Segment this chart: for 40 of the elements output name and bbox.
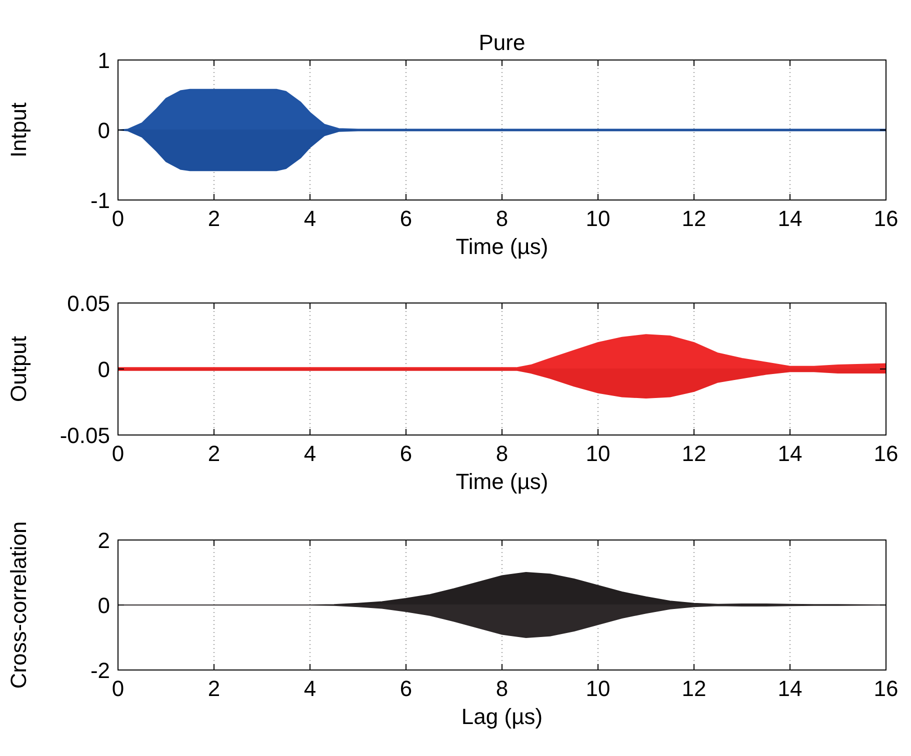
x-tick-label: 4	[304, 676, 316, 701]
x-tick-label: 16	[874, 676, 898, 701]
x-tick-label: 14	[778, 441, 802, 466]
y-tick-label: 1	[98, 48, 110, 73]
x-tick-label: 16	[874, 206, 898, 231]
y-axis-title: Output	[6, 336, 31, 402]
chart-title: Pure	[478, 30, 526, 55]
x-tick-label: 8	[496, 676, 508, 701]
x-axis-title: Time (µs)	[456, 469, 548, 494]
x-tick-label: 4	[304, 441, 316, 466]
x-tick-label: 8	[496, 441, 508, 466]
x-axis-title: Time (µs)	[456, 234, 548, 259]
y-tick-label: -1	[90, 188, 110, 213]
x-tick-label: 4	[304, 206, 316, 231]
x-tick-label: 10	[586, 676, 610, 701]
x-tick-label: 8	[496, 206, 508, 231]
x-tick-label: 16	[874, 441, 898, 466]
y-tick-label: 0	[98, 357, 110, 382]
x-tick-label: 6	[400, 206, 412, 231]
x-tick-label: 10	[586, 206, 610, 231]
x-tick-label: 10	[586, 441, 610, 466]
x-axis-title: Lag (µs)	[461, 704, 543, 729]
x-tick-label: 12	[682, 676, 706, 701]
x-tick-label: 2	[208, 206, 220, 231]
y-tick-label: 0.05	[67, 291, 110, 316]
x-tick-label: 6	[400, 441, 412, 466]
y-tick-label: -0.05	[60, 423, 110, 448]
x-tick-label: 12	[682, 441, 706, 466]
x-tick-label: 6	[400, 676, 412, 701]
y-tick-label: 0	[98, 118, 110, 143]
y-tick-label: 0	[98, 593, 110, 618]
y-axis-title: Cross-correlation	[6, 521, 31, 689]
y-tick-label: 2	[98, 528, 110, 553]
y-tick-label: -2	[90, 658, 110, 683]
x-tick-label: 14	[778, 676, 802, 701]
x-tick-label: 14	[778, 206, 802, 231]
x-tick-label: 2	[208, 676, 220, 701]
y-axis-title: Intput	[6, 102, 31, 158]
x-tick-label: 2	[208, 441, 220, 466]
x-tick-label: 12	[682, 206, 706, 231]
